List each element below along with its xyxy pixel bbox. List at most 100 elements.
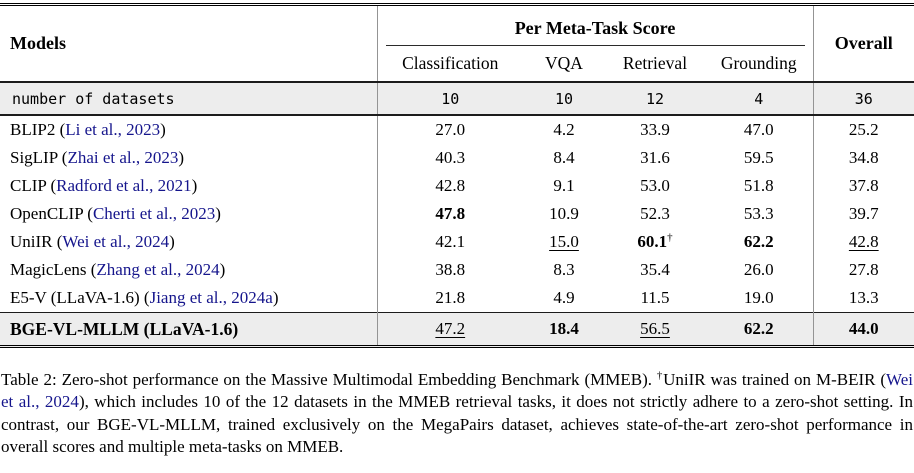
model-name-cell: BLIP2 (Li et al., 2023) [0, 115, 377, 144]
dagger-footnote-mark: † [667, 231, 673, 244]
citation-link[interactable]: Radford et al., 2021 [56, 176, 192, 195]
score-vqa: 10.9 [549, 204, 579, 223]
score-retrieval: 35.4 [640, 260, 670, 279]
meta-task-group-header-cell: Per Meta-Task Score [376, 4, 814, 46]
model-name: BLIP2 ( [10, 120, 66, 139]
model-name: UniIR ( [10, 232, 63, 251]
table-caption: Table 2: Zero-shot performance on the Ma… [1, 369, 913, 458]
dagger-footnote-mark: † [656, 369, 664, 382]
model-name-cell: SigLIP (Zhai et al., 2023) [0, 144, 377, 172]
results-table: Models Per Meta-Task Score Overall Class… [0, 3, 914, 348]
score-vqa: 9.1 [553, 176, 575, 195]
model-name-cell: CLIP (Radford et al., 2021) [0, 172, 377, 200]
score-vqa: 8.4 [553, 148, 575, 167]
score-overall: 39.7 [812, 200, 914, 228]
model-name-cell: BGE-VL-MLLM (LLaVA-1.6) [0, 312, 377, 347]
best-score: 60.1 [637, 232, 668, 251]
model-name: E5-V (LLaVA-1.6) ( [10, 288, 150, 307]
second-best-score: 47.2 [435, 319, 466, 338]
table-row-e5v: E5-V (LLaVA-1.6) (Jiang et al., 2024a) 2… [0, 284, 914, 313]
score-retrieval: 31.6 [640, 148, 670, 167]
score-retrieval: 52.3 [640, 204, 670, 223]
table-row-unir: UniIR (Wei et al., 2024) 42.1 15.0 60.1†… [0, 228, 914, 256]
model-name-cell: UniIR (Wei et al., 2024) [0, 228, 377, 256]
second-best-score: 15.0 [549, 232, 579, 251]
caption-text: ), which includes 10 of the 12 datasets … [1, 392, 913, 456]
caption-text: Table 2: Zero-shot performance on the Ma… [1, 370, 657, 389]
score-retrieval: 53.0 [640, 176, 670, 195]
score-overall: 27.8 [812, 256, 914, 284]
datasets-count-vqa: 10 [523, 81, 605, 116]
model-name-cell: MagicLens (Zhang et al., 2024) [0, 256, 377, 284]
datasets-count-classification: 10 [376, 81, 523, 116]
second-best-score: 56.5 [640, 319, 670, 338]
model-name-cell: E5-V (LLaVA-1.6) (Jiang et al., 2024a) [0, 284, 377, 313]
score-overall: 37.8 [812, 172, 914, 200]
citation-link[interactable]: Li et al., 2023 [65, 120, 161, 139]
paren: ) [272, 288, 279, 307]
paren: ) [215, 204, 221, 223]
table-row-bge-vl-mllm: BGE-VL-MLLM (LLaVA-1.6) 47.2 18.4 56.5 6… [0, 312, 914, 347]
score-grounding: 59.5 [743, 148, 774, 167]
score-grounding: 26.0 [743, 260, 774, 279]
datasets-count-label: number of datasets [0, 81, 377, 116]
score-overall: 42.8 [812, 228, 914, 256]
score-vqa: 4.2 [553, 120, 575, 139]
meta-task-group-header: Per Meta-Task Score [385, 18, 805, 46]
citation-link[interactable]: Cherti et al., 2023 [92, 204, 216, 223]
score-classification: 47.8 [376, 200, 523, 228]
score-classification: 40.3 [376, 144, 523, 172]
table-row-blip2: BLIP2 (Li et al., 2023) 27.0 4.2 33.9 47… [0, 115, 914, 144]
score-overall: 34.8 [812, 144, 914, 172]
table-row-openclip: OpenCLIP (Cherti et al., 2023) 47.8 10.9… [0, 200, 914, 228]
score-grounding: 62.2 [743, 232, 774, 251]
column-header-classification: Classification [376, 46, 523, 82]
table-row-magiclens: MagicLens (Zhang et al., 2024) 38.8 8.3 … [0, 256, 914, 284]
score-classification: 21.8 [376, 284, 523, 313]
score-grounding: 51.8 [743, 176, 774, 195]
datasets-count-overall: 36 [812, 81, 914, 116]
model-name-cell: OpenCLIP (Cherti et al., 2023) [0, 200, 377, 228]
score-grounding: 53.3 [743, 204, 774, 223]
score-retrieval: 33.9 [640, 120, 670, 139]
paren: ) [219, 260, 226, 279]
datasets-count-row: number of datasets 10 10 12 4 36 [0, 81, 914, 116]
score-overall: 25.2 [812, 115, 914, 144]
score-classification: 42.1 [376, 228, 523, 256]
model-name: CLIP ( [10, 176, 57, 195]
citation-link[interactable]: Zhai et al., 2023 [67, 148, 179, 167]
model-name: OpenCLIP ( [10, 204, 93, 223]
score-vqa: 8.3 [553, 260, 575, 279]
score-retrieval: 56.5 [605, 312, 705, 347]
table-row-siglip: SigLIP (Zhai et al., 2023) 40.3 8.4 31.6… [0, 144, 914, 172]
citation-link[interactable]: Jiang et al., 2024a [149, 288, 273, 307]
paren: ) [169, 232, 175, 251]
score-overall: 44.0 [812, 312, 914, 347]
datasets-count-grounding: 4 [705, 81, 814, 116]
score-grounding: 19.0 [743, 288, 774, 307]
score-grounding: 47.0 [743, 120, 774, 139]
second-best-score: 42.8 [848, 232, 879, 251]
paren: ) [160, 120, 166, 139]
model-name: MagicLens ( [10, 260, 97, 279]
score-classification: 38.8 [376, 256, 523, 284]
paren: ) [191, 176, 198, 195]
score-classification: 42.8 [376, 172, 523, 200]
header-row-subcolumns: Classification VQA Retrieval Grounding [0, 46, 914, 82]
score-classification: 47.2 [376, 312, 523, 347]
score-vqa: 4.9 [553, 288, 575, 307]
column-header-grounding: Grounding [720, 53, 797, 73]
column-header-retrieval: Retrieval [622, 53, 688, 73]
caption-citation-link[interactable]: Wei et al., 2024 [1, 370, 913, 412]
citation-link[interactable]: Wei et al., 2024 [62, 232, 170, 251]
score-overall: 13.3 [812, 284, 914, 313]
score-vqa: 15.0 [523, 228, 605, 256]
citation-link[interactable]: Zhang et al., 2024 [96, 260, 220, 279]
score-retrieval: 60.1† [605, 228, 705, 256]
score-vqa: 18.4 [523, 312, 605, 347]
models-column-header: Models [10, 33, 66, 53]
model-name: SigLIP ( [10, 148, 68, 167]
column-header-vqa: VQA [545, 53, 583, 73]
header-row-group: Models Per Meta-Task Score Overall [0, 4, 914, 82]
